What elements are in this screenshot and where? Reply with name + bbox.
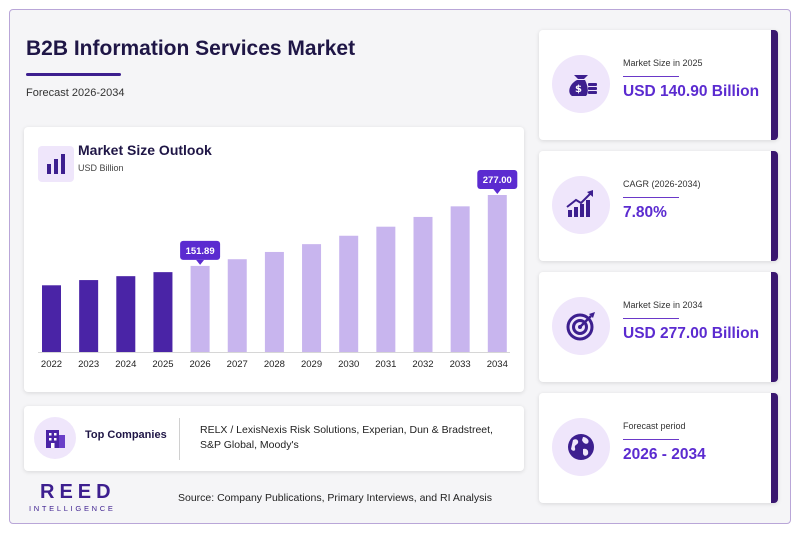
globe-icon [552, 418, 610, 476]
stat-underline [623, 197, 679, 198]
bar-2027 [227, 259, 247, 352]
bar-2022 [42, 285, 61, 352]
x-tick-label: 2031 [375, 359, 396, 370]
logo-tagline: INTELLIGENCE [29, 504, 116, 513]
data-label-2034: 277.00 [477, 170, 518, 194]
stat-underline [623, 76, 679, 77]
stat-value: 2026 - 2034 [623, 446, 706, 463]
source-note: Source: Company Publications, Primary In… [178, 492, 492, 504]
x-tick-label: 2028 [264, 359, 285, 370]
bar-2029 [302, 244, 322, 352]
stat-label: CAGR (2026-2034) [623, 179, 701, 189]
bar-2031 [376, 226, 396, 352]
top-companies-list: RELX / LexisNexis Risk Solutions, Experi… [200, 424, 493, 451]
stat-value: USD 140.90 Billion [623, 83, 760, 100]
x-tick-label: 2034 [487, 359, 508, 370]
bar-2033 [450, 206, 470, 352]
x-tick-label: 2025 [152, 359, 173, 370]
bar-2030 [339, 235, 359, 352]
stat-label: Forecast period [623, 421, 686, 431]
x-tick-label: 2022 [41, 359, 62, 370]
bar-chart-plot: 2022 2023 2024 2025 2026 2027 2028 2029 2030 2031… [38, 170, 518, 370]
stat-card-market-size-2025: $ Market Size in 2025 USD 140.90 Billion [539, 30, 778, 140]
bar-2023 [79, 280, 99, 352]
chart-title: Market Size Outlook [78, 142, 212, 158]
chart-card: Market Size Outlook USD Billion 2022 2023… [24, 127, 524, 392]
target-icon [552, 297, 610, 355]
growth-chart-icon [552, 176, 610, 234]
x-tick-label: 2033 [450, 359, 471, 370]
bar-2034 [487, 195, 507, 352]
stat-label: Market Size in 2034 [623, 300, 703, 310]
top-companies-label: Top Companies [85, 429, 167, 441]
stat-card-market-size-2034: Market Size in 2034 USD 277.00 Billion [539, 272, 778, 382]
stat-value: 7.80% [623, 204, 667, 221]
x-tick-label: 2029 [301, 359, 322, 370]
x-tick-label: 2023 [78, 359, 99, 370]
svg-text:151.89: 151.89 [186, 246, 215, 257]
x-tick-label: 2026 [190, 359, 211, 370]
stat-card-forecast-period: Forecast period 2026 - 2034 [539, 393, 778, 503]
divider [179, 418, 180, 460]
stat-card-cagr: CAGR (2026-2034) 7.80% [539, 151, 778, 261]
bar-chart-icon [38, 146, 74, 182]
bar-2025 [153, 272, 173, 352]
bar-2024 [116, 276, 136, 352]
x-tick-label: 2027 [227, 359, 248, 370]
bar-2026 [190, 265, 210, 352]
bar-2028 [264, 251, 284, 352]
logo-wordmark: REED [40, 481, 116, 503]
x-tick-label: 2024 [115, 359, 136, 370]
bar-2032 [413, 216, 433, 352]
title-underline [26, 73, 121, 76]
page-subtitle: Forecast 2026-2034 [26, 87, 125, 99]
building-icon [34, 417, 76, 459]
svg-text:277.00: 277.00 [483, 175, 512, 186]
stat-label: Market Size in 2025 [623, 58, 703, 68]
top-companies-card: Top Companies RELX / LexisNexis Risk Sol… [24, 406, 524, 471]
stat-underline [623, 318, 679, 319]
page-title: B2B Information Services Market [26, 37, 356, 60]
data-label-2026: 151.89 [180, 240, 221, 265]
x-tick-label: 2032 [412, 359, 433, 370]
svg-text:$: $ [575, 84, 582, 95]
stat-underline [623, 439, 679, 440]
x-tick-label: 2030 [338, 359, 359, 370]
stat-value: USD 277.00 Billion [623, 325, 760, 342]
chart-unit: USD Billion [78, 163, 124, 173]
money-bag-icon: $ [552, 55, 610, 113]
